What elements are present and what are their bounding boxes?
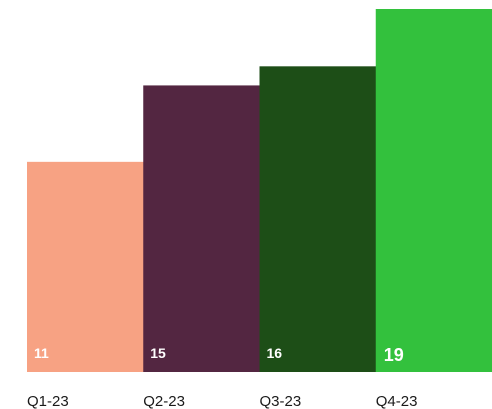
x-tick-label: Q3-23 — [260, 393, 302, 409]
x-tick-label: Q2-23 — [143, 393, 185, 409]
x-tick-label: Q4-23 — [376, 393, 418, 409]
bar-value-label: 19 — [384, 345, 404, 365]
bar-q1-23 — [27, 161, 144, 372]
bar-q4-23 — [375, 9, 492, 372]
x-axis-ticks: Q1-23 Q2-23 Q3-23 Q4-23 — [27, 393, 417, 409]
bar-value-label: 11 — [34, 345, 49, 361]
x-tick-label: Q1-23 — [27, 393, 69, 409]
bar-q3-23 — [259, 66, 377, 372]
bar-q2-23 — [143, 85, 260, 373]
bar-value-label: 15 — [150, 345, 166, 361]
value-labels-layer: 11 15 16 19 — [34, 345, 404, 365]
bars-layer — [27, 9, 492, 373]
bar-value-label: 16 — [267, 345, 283, 361]
